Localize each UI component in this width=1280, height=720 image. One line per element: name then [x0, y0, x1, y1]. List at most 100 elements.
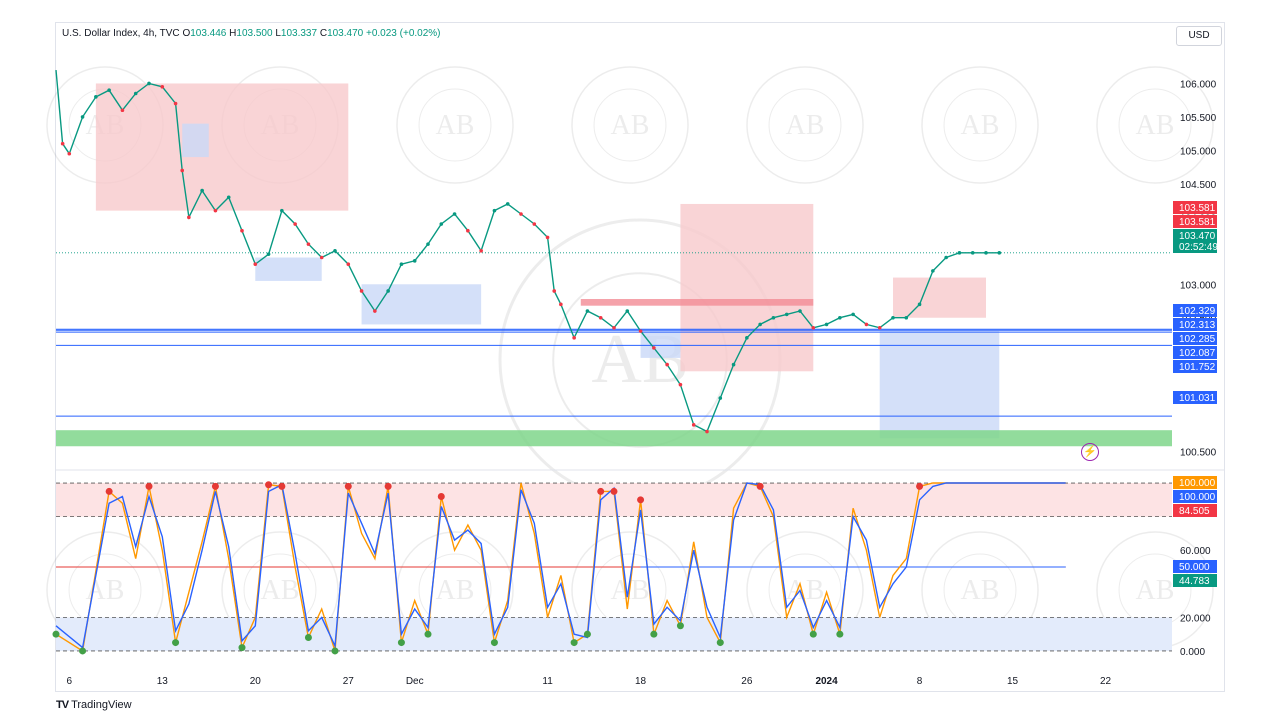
- watermark-monogram: AB: [961, 575, 1000, 606]
- order-block-zone: [95, 83, 349, 211]
- price-point: [691, 423, 696, 427]
- oversold-cross-dot: [172, 639, 180, 647]
- price-point: [678, 382, 683, 387]
- watermark-monogram: AB: [261, 575, 300, 606]
- watermark-stamp: AB: [221, 531, 339, 649]
- watermark-inner-ring: [1118, 88, 1192, 162]
- watermark-ring: [746, 66, 864, 184]
- price-point: [771, 315, 776, 320]
- watermark-inner-ring: [593, 88, 667, 162]
- price-point: [944, 255, 948, 260]
- price-point: [572, 336, 576, 340]
- oscillator-label-box: [1173, 490, 1217, 503]
- price-point: [891, 315, 895, 320]
- price-point: [970, 251, 975, 255]
- oscillator-line-pct-d: [55, 482, 1066, 649]
- price-point: [412, 259, 417, 263]
- price-point: [373, 309, 377, 313]
- overbought-cross-dot: [145, 482, 153, 490]
- price-label: 103.470: [1179, 231, 1216, 242]
- watermark-stamp: AB: [1096, 66, 1214, 184]
- price-point: [452, 212, 457, 216]
- price-point: [306, 242, 311, 246]
- overbought-cross-dot: [344, 482, 352, 490]
- time-axis-tick: 11: [542, 676, 553, 687]
- time-axis-tick: 18: [635, 676, 647, 687]
- price-point: [665, 362, 669, 367]
- price-point: [745, 336, 749, 340]
- oversold-cross-dot: [676, 622, 684, 630]
- price-point: [94, 95, 98, 99]
- oscillator-axis-tick: 20.000: [1180, 613, 1211, 624]
- order-block-zone: [255, 257, 322, 281]
- oversold-cross-dot: [397, 639, 405, 647]
- overbought-cross-dot: [916, 482, 924, 490]
- alert-bolt-icon[interactable]: ⚡: [1081, 443, 1099, 461]
- time-axis-tick: 22: [1100, 676, 1112, 687]
- overbought-cross-dot: [437, 492, 445, 500]
- price-point: [133, 91, 138, 96]
- oscillator-label: 44.783: [1179, 576, 1210, 587]
- price-point: [280, 208, 284, 213]
- watermark-monogram: AB: [1136, 110, 1175, 141]
- oscillator-label-box: [1173, 574, 1217, 587]
- time-axis-tick: 15: [1007, 676, 1019, 687]
- price-label: 102.329: [1179, 306, 1216, 317]
- watermark-inner-ring: [943, 88, 1017, 162]
- legend-change: +0.023 (+0.02%): [366, 28, 441, 39]
- oversold-cross-dot: [650, 630, 658, 638]
- price-point: [187, 215, 191, 220]
- price-point: [731, 362, 736, 367]
- price-point: [67, 151, 72, 156]
- order-block-zone: [361, 284, 482, 325]
- price-point: [180, 168, 185, 173]
- time-axis-tick: 13: [157, 676, 169, 687]
- resistance-zone: [580, 299, 814, 306]
- oversold-cross-dot: [331, 647, 339, 655]
- price-point: [559, 302, 563, 307]
- symbol-legend: U.S. Dollar Index, 4h, TVC O103.446 H103…: [62, 28, 441, 39]
- price-point: [173, 101, 178, 106]
- oversold-cross-dot: [304, 634, 312, 642]
- price-point: [652, 346, 656, 350]
- price-point: [479, 249, 483, 253]
- oscillator-label-box: [1173, 504, 1217, 517]
- price-point: [612, 325, 616, 330]
- chart-frame: [55, 22, 1225, 692]
- price-point: [505, 202, 510, 206]
- price-point: [492, 208, 497, 213]
- tradingview-logo[interactable]: TV TradingView: [56, 699, 132, 711]
- price-point: [824, 322, 829, 327]
- legend-low: 103.337: [280, 28, 318, 39]
- overbought-cross-dot: [265, 481, 273, 489]
- watermark-stamp: AB: [571, 66, 689, 184]
- price-point: [758, 322, 762, 327]
- price-point: [585, 309, 590, 313]
- watermark-stamp: AB: [396, 66, 514, 184]
- order-block-zone: [640, 331, 681, 358]
- watermark-stamp: AB: [746, 66, 864, 184]
- price-label-box: [1173, 332, 1217, 345]
- watermark-monogram: AB: [961, 110, 1000, 141]
- time-axis-tick: 2024: [815, 676, 838, 687]
- price-label: 103.581: [1179, 203, 1216, 214]
- price-axis-tick: 105.000: [1180, 146, 1217, 157]
- price-point: [718, 396, 723, 400]
- price-point: [346, 262, 351, 266]
- price-label-box: [1173, 318, 1217, 331]
- price-point: [147, 81, 151, 86]
- price-point: [107, 88, 111, 92]
- price-axis-tick: 103.000: [1180, 280, 1217, 291]
- oversold-cross-dot: [424, 630, 432, 638]
- currency-button[interactable]: USD: [1176, 26, 1222, 46]
- time-axis-tick: 6: [67, 676, 73, 687]
- price-label: 02:52:49: [1179, 242, 1218, 253]
- legend-close-key: C: [319, 28, 328, 39]
- price-point: [333, 249, 337, 253]
- price-point: [386, 289, 390, 293]
- price-point: [226, 195, 231, 200]
- oversold-cross-dot: [836, 630, 844, 638]
- overbought-cross-dot: [637, 496, 645, 504]
- price-label-box: [1173, 391, 1217, 404]
